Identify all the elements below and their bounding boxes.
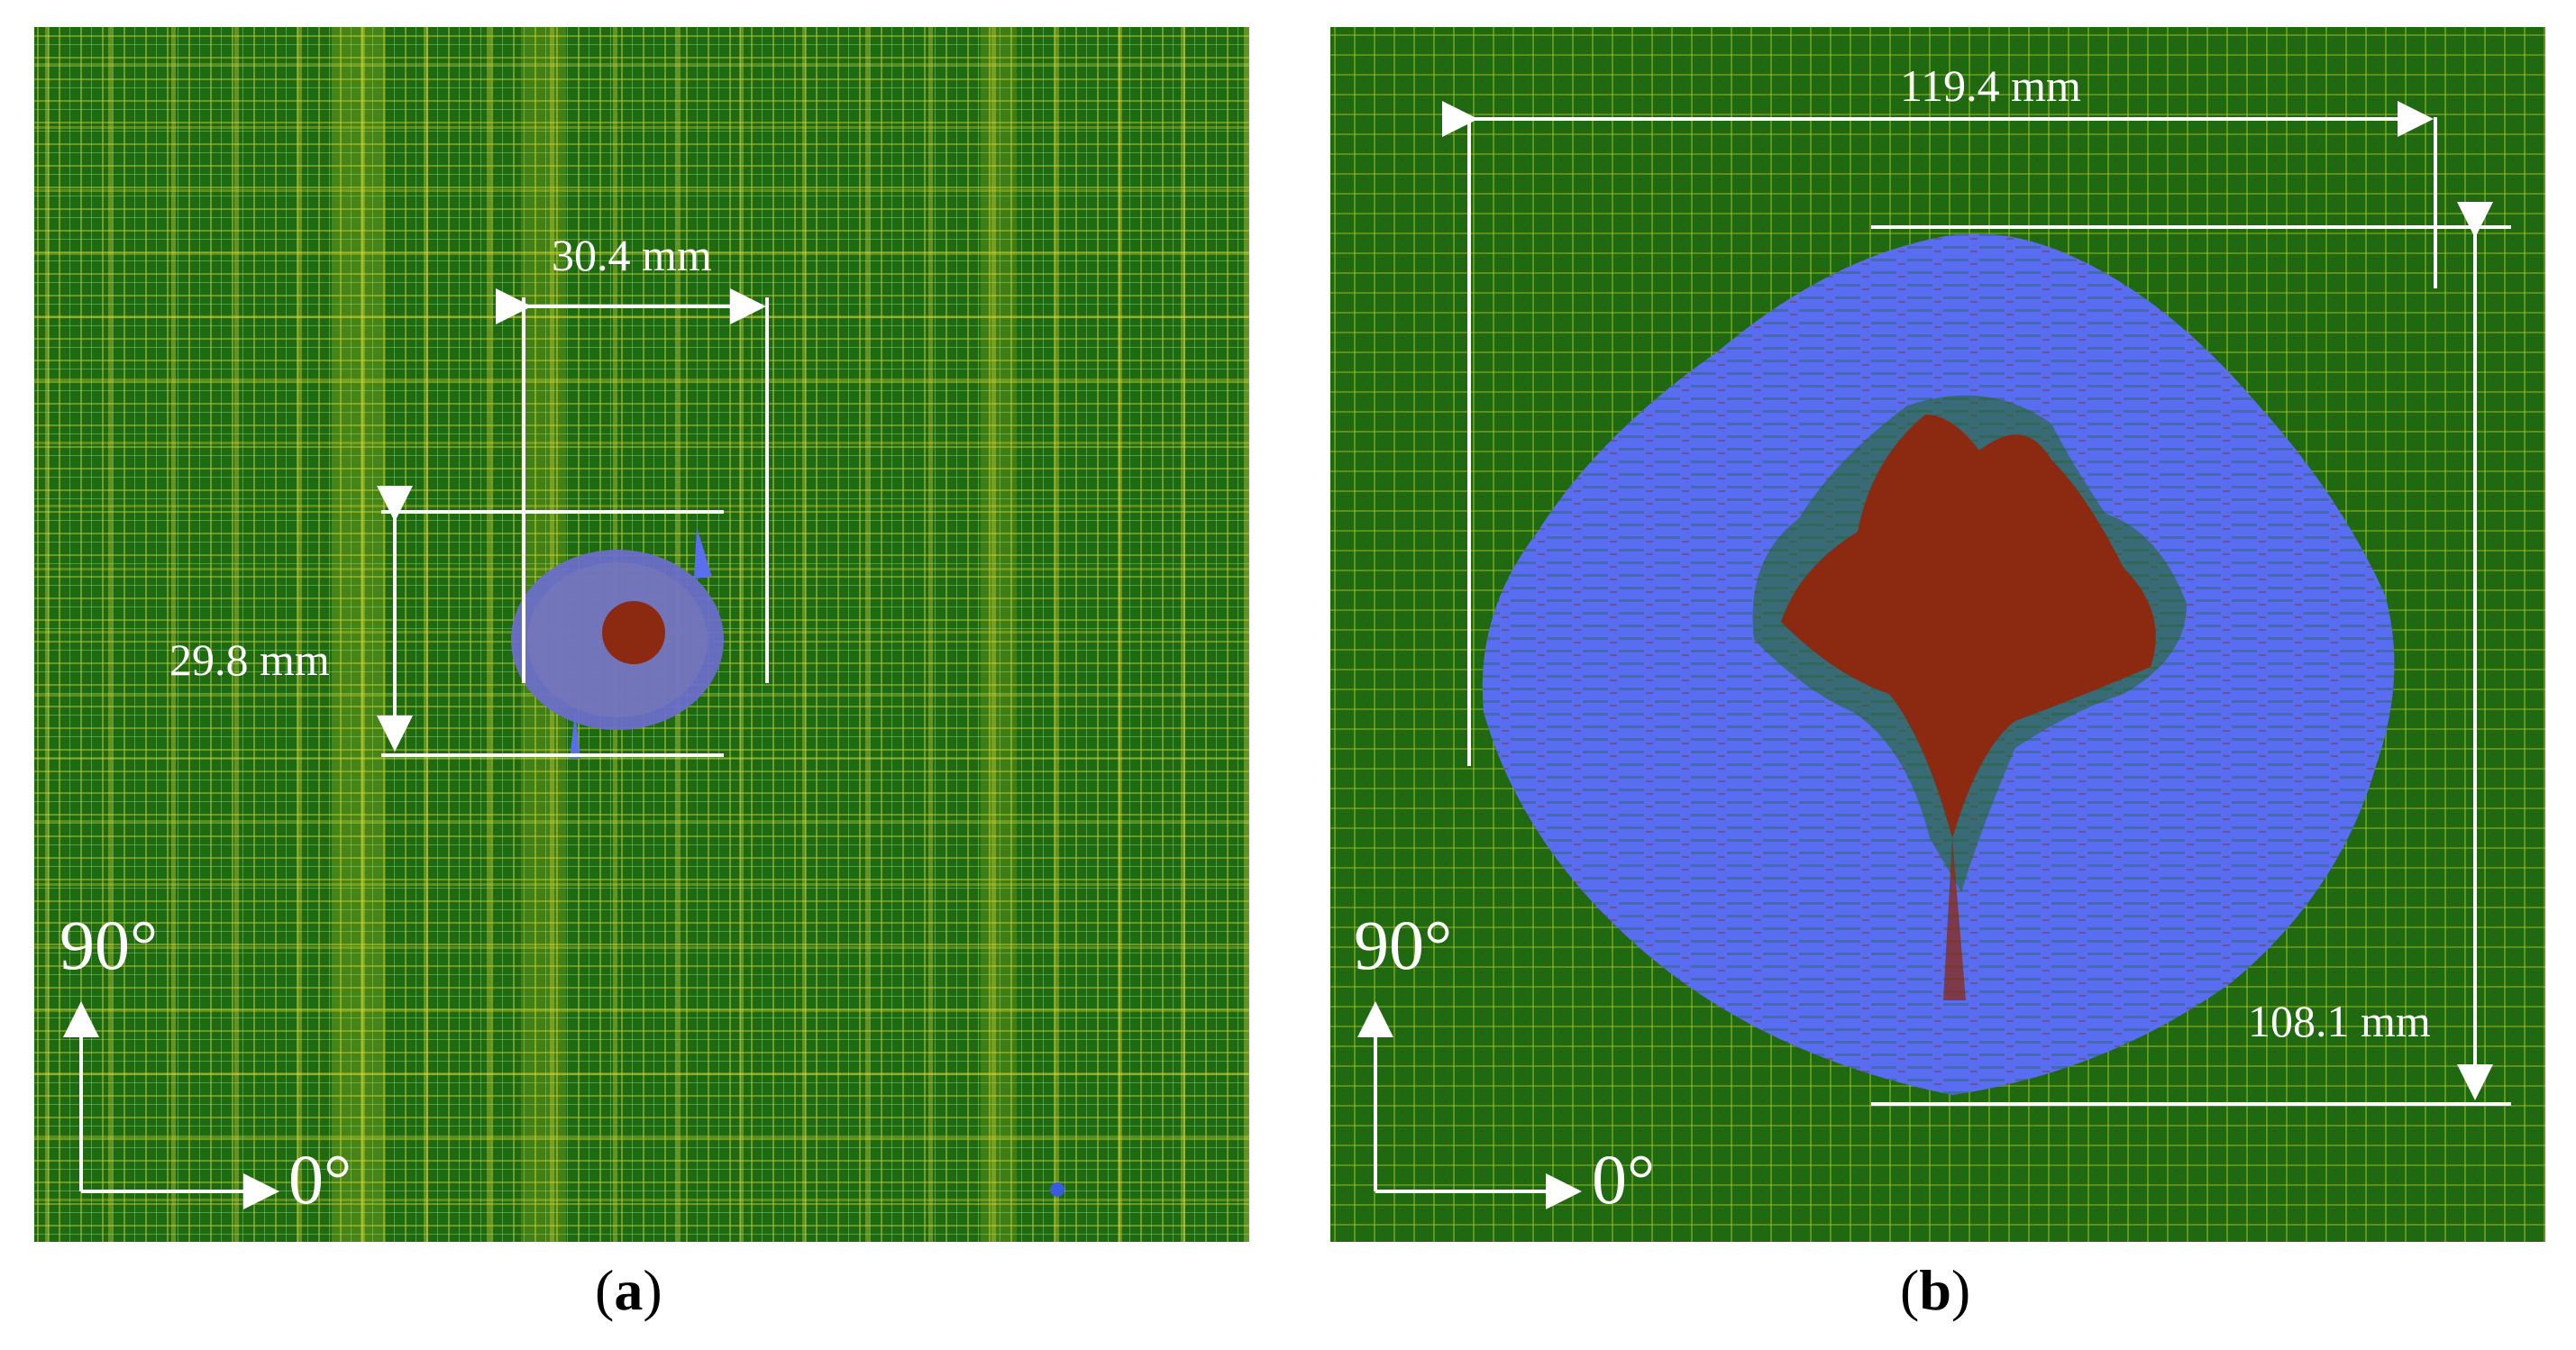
- panel-a-damage-core: [602, 601, 665, 664]
- panel-a-texture: [34, 27, 1249, 1242]
- panel-b-height-label: 108.1 mm: [2248, 996, 2431, 1046]
- panel-b-texture: [1330, 27, 2545, 1242]
- panel-b-annotations: [1357, 101, 2511, 1209]
- panel-a-height-label: 29.8 mm: [169, 634, 330, 685]
- panel-a-axis-0-label: 0°: [288, 1140, 352, 1218]
- panel-a-blue-dot: [1050, 1182, 1064, 1197]
- panel-b-caption: (b): [1900, 1258, 1971, 1322]
- panel-b-damage-core: [1781, 415, 2156, 838]
- panel-a-width-label: 30.4 mm: [552, 230, 712, 280]
- panel-a-damage-map: 30.4 mm 29.8 mm 90° 0°: [34, 27, 1249, 1242]
- panel-b-damage-zone: [1482, 233, 2395, 1095]
- panel-b-axis-0-label: 0°: [1592, 1140, 1656, 1218]
- panel-a-damage-zone: [511, 527, 724, 759]
- panel-b-damage-map: 119.4 mm 108.1 mm 90° 0°: [1330, 27, 2545, 1242]
- panel-b-axis-90-label: 90°: [1354, 906, 1453, 984]
- panel-a-caption: (a): [595, 1258, 662, 1322]
- panel-a-annotations: [63, 288, 769, 1209]
- panel-a-axis-90-label: 90°: [59, 906, 159, 984]
- panel-b-width-label: 119.4 mm: [1900, 60, 2081, 111]
